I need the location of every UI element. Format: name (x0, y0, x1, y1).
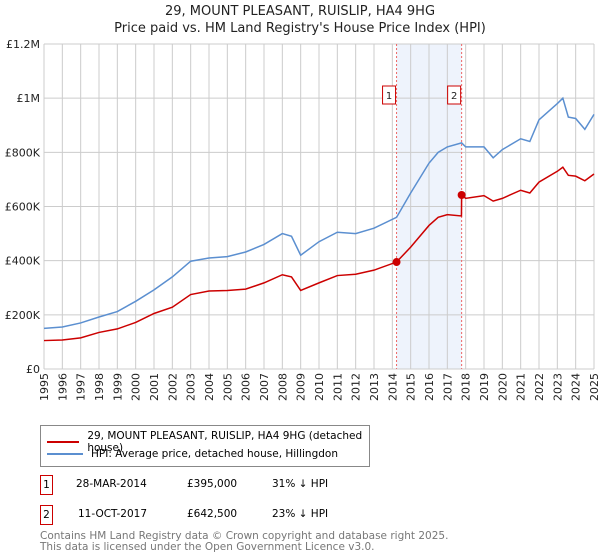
sale-point (457, 190, 466, 199)
legend-swatch-blue (47, 453, 83, 455)
marker-badge: 2 (40, 505, 53, 525)
x-tick-label: 1996 (56, 373, 69, 401)
x-tick-label: 2013 (368, 373, 381, 401)
legend-label: HPI: Average price, detached house, Hill… (91, 448, 338, 460)
x-tick-label: 2002 (166, 373, 179, 401)
plot-area: 1995 1996 1997 1998 1999 2000 2001 2002 2003 2004… (5, 38, 600, 401)
chart-title: 29, MOUNT PLEASANT, RUISLIP, HA4 9HG (164, 4, 436, 19)
x-tick-label: 2010 (313, 373, 326, 401)
x-tick-label: 2014 (386, 373, 399, 401)
footer-line: This data is licensed under the Open Gov… (40, 541, 375, 553)
y-tick-label: £1.2M (6, 38, 40, 51)
transaction-price: £642,500 (187, 508, 238, 520)
series-line (43, 96, 595, 330)
y-tick-label: £800K (5, 146, 41, 159)
transaction-date: 28-MAR-2014 (76, 478, 147, 490)
transaction-delta: 31% ↓ HPI (272, 478, 329, 490)
y-tick-label: £400K (5, 255, 41, 268)
x-tick-label: 2011 (331, 373, 344, 401)
x-tick-label: 2025 (588, 373, 600, 401)
x-tick-label: 2018 (460, 373, 473, 401)
legend-item-property: 29, MOUNT PLEASANT, RUISLIP, HA4 9HG (de… (47, 430, 369, 454)
x-tick-label: 2004 (203, 373, 216, 401)
legend: 29, MOUNT PLEASANT, RUISLIP, HA4 9HG (de… (40, 425, 370, 467)
x-tick-label: 1998 (93, 373, 106, 401)
x-tick-label: 2016 (423, 373, 436, 401)
x-tick-label: 1997 (75, 373, 88, 401)
marker-badge: 1 (40, 475, 53, 495)
x-tick-label: 1999 (111, 373, 124, 401)
transaction-delta: 23% ↓ HPI (272, 508, 329, 520)
chart-subtitle: Price paid vs. HM Land Registry's House … (114, 21, 486, 36)
x-tick-label: 2000 (130, 373, 143, 401)
x-tick-label: 2007 (258, 373, 271, 401)
marker-label-box (382, 85, 397, 105)
x-tick-label: 2021 (515, 373, 528, 401)
footer: Contains HM Land Registry data © Crown c… (40, 531, 448, 553)
y-tick-label: £600K (5, 201, 41, 214)
marker-label: 2 (451, 91, 457, 102)
legend-item-hpi: HPI: Average price, detached house, Hill… (47, 448, 338, 460)
marker-label: 1 (386, 91, 392, 102)
x-tick-label: 2023 (551, 373, 564, 401)
transaction-date: 11-OCT-2017 (78, 508, 147, 520)
x-tick-label: 2006 (240, 373, 253, 401)
x-tick-label: 2017 (441, 373, 454, 401)
transaction-row: 1 28-MAR-2014 £395,000 31% ↓ HPI (40, 475, 440, 495)
footer-line: Contains HM Land Registry data © Crown c… (40, 530, 449, 542)
x-tick-label: 2009 (295, 373, 308, 401)
x-tick-label: 2008 (276, 373, 289, 401)
x-tick-label: 2001 (148, 373, 161, 401)
sale-point (392, 258, 401, 267)
transaction-row: 2 11-OCT-2017 £642,500 23% ↓ HPI (40, 505, 440, 525)
transaction-price: £395,000 (187, 478, 238, 490)
x-tick-label: 2012 (350, 373, 363, 401)
x-tick-label: 2022 (533, 373, 546, 401)
y-tick-label: £1M (17, 92, 41, 105)
x-tick-label: 2003 (185, 373, 198, 401)
x-tick-label: 2019 (478, 373, 491, 401)
y-tick-label: £200K (5, 309, 41, 322)
x-tick-label: 2020 (496, 373, 509, 401)
x-tick-label: 1995 (38, 373, 51, 401)
y-tick-label: £0 (26, 363, 40, 376)
legend-swatch-red (47, 441, 80, 443)
legend-label: 29, MOUNT PLEASANT, RUISLIP, HA4 9HG (de… (87, 430, 363, 454)
series-line (43, 166, 595, 342)
x-tick-label: 2015 (405, 373, 418, 401)
x-tick-label: 2005 (221, 373, 234, 401)
marker-label-box (447, 85, 462, 105)
x-tick-label: 2024 (570, 373, 583, 401)
